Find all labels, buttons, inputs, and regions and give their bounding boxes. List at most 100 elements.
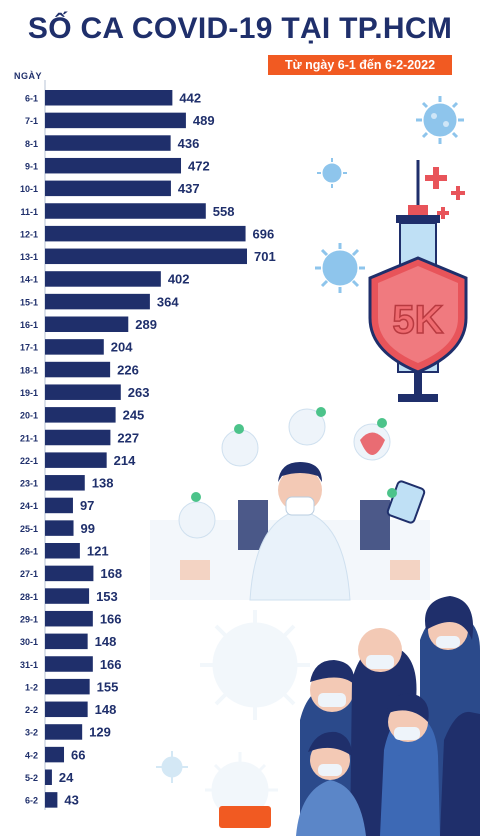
- value-label-31-1: 166: [100, 657, 122, 672]
- y-axis-label: NGÀY: [14, 71, 43, 81]
- value-label-17-1: 204: [111, 340, 133, 355]
- date-range-badge: Từ ngày 6-1 đến 6-2-2022: [268, 55, 452, 75]
- value-label-12-1: 696: [253, 226, 275, 241]
- tick-label-26-1: 26-1: [20, 547, 38, 557]
- bar-29-1: [45, 610, 93, 627]
- tick-label-6-1: 6-1: [25, 94, 38, 104]
- tick-label-24-1: 24-1: [20, 501, 38, 511]
- tick-label-4-2: 4-2: [25, 750, 38, 760]
- bar-31-1: [45, 656, 93, 672]
- bar-2-2: [45, 701, 88, 718]
- value-label-22-1: 214: [114, 453, 136, 468]
- tick-label-25-1: 25-1: [20, 524, 38, 534]
- value-label-6-2: 43: [64, 793, 78, 808]
- tick-label-20-1: 20-1: [20, 411, 38, 421]
- value-label-25-1: 99: [81, 521, 95, 536]
- tick-label-10-1: 10-1: [20, 184, 38, 194]
- value-label-5-2: 24: [59, 770, 74, 785]
- value-label-16-1: 289: [135, 317, 157, 332]
- value-label-7-1: 489: [193, 113, 215, 128]
- tick-label-19-1: 19-1: [20, 388, 38, 398]
- tick-label-15-1: 15-1: [20, 297, 38, 307]
- bar-17-1: [45, 339, 104, 355]
- virus-icon: [416, 96, 464, 144]
- tick-label-28-1: 28-1: [20, 592, 38, 602]
- bar-7-1: [45, 112, 186, 129]
- bar-28-1: [45, 588, 90, 604]
- value-label-3-2: 129: [89, 725, 111, 740]
- plus-icon: [425, 167, 465, 219]
- bar-16-1: [45, 316, 129, 332]
- tick-label-7-1: 7-1: [25, 116, 38, 126]
- value-label-23-1: 138: [92, 476, 114, 491]
- tick-label-23-1: 23-1: [20, 479, 38, 489]
- bar-5-2: [45, 769, 52, 785]
- page-title: SỐ CA COVID-19 TẠI TP.HCM: [27, 12, 453, 45]
- tick-label-16-1: 16-1: [20, 320, 38, 330]
- tick-label-13-1: 13-1: [20, 252, 38, 262]
- bar-21-1: [45, 429, 111, 446]
- tick-label-14-1: 14-1: [20, 275, 38, 285]
- value-label-21-1: 227: [117, 430, 139, 445]
- value-label-1-2: 155: [97, 679, 119, 694]
- bar-6-1: [45, 90, 173, 106]
- bar-25-1: [45, 520, 74, 536]
- tick-label-21-1: 21-1: [20, 433, 38, 443]
- tick-label-22-1: 22-1: [20, 456, 38, 466]
- bar-10-1: [45, 180, 171, 197]
- bar-12-1: [45, 225, 246, 242]
- doctor-icon: [150, 407, 430, 601]
- bar-19-1: [45, 384, 121, 400]
- tick-label-2-2: 2-2: [25, 705, 38, 715]
- virus-icon: [156, 751, 188, 783]
- bar-22-1: [45, 452, 107, 468]
- tick-label-1-2: 1-2: [25, 682, 38, 692]
- value-label-13-1: 701: [254, 249, 276, 264]
- shield-5k-icon: [368, 256, 468, 374]
- value-label-6-1: 442: [179, 91, 201, 106]
- virus-icon: [200, 610, 310, 720]
- bar-23-1: [45, 475, 85, 491]
- bar-9-1: [45, 157, 182, 174]
- bar-11-1: [45, 203, 206, 219]
- tick-label-17-1: 17-1: [20, 343, 38, 353]
- bar-14-1: [45, 271, 161, 287]
- bar-3-2: [45, 724, 83, 740]
- tick-label-18-1: 18-1: [20, 365, 38, 375]
- tick-label-29-1: 29-1: [20, 614, 38, 624]
- value-label-30-1: 148: [95, 634, 117, 649]
- tick-label-31-1: 31-1: [20, 660, 38, 670]
- bar-6-2: [45, 792, 58, 808]
- tuoi-tre-logo: [219, 806, 271, 828]
- bar-13-1: [45, 248, 247, 265]
- tick-label-8-1: 8-1: [25, 139, 38, 149]
- value-label-8-1: 436: [178, 136, 200, 151]
- value-label-28-1: 153: [96, 589, 118, 604]
- value-label-14-1: 402: [168, 272, 190, 287]
- bar-24-1: [45, 497, 73, 514]
- bar-18-1: [45, 361, 111, 378]
- tick-label-30-1: 30-1: [20, 637, 38, 647]
- value-label-26-1: 121: [87, 544, 109, 559]
- value-label-15-1: 364: [157, 294, 179, 309]
- value-label-27-1: 168: [100, 566, 122, 581]
- tick-label-3-2: 3-2: [25, 728, 38, 738]
- bar-15-1: [45, 293, 150, 310]
- value-label-9-1: 472: [188, 158, 210, 173]
- bar-20-1: [45, 407, 116, 423]
- tick-label-5-2: 5-2: [25, 773, 38, 783]
- value-label-19-1: 263: [128, 385, 150, 400]
- tick-label-9-1: 9-1: [25, 161, 38, 171]
- value-label-20-1: 245: [123, 408, 145, 423]
- value-label-4-2: 66: [71, 747, 85, 762]
- bar-8-1: [45, 135, 171, 151]
- people-with-masks-icon: [296, 596, 480, 836]
- value-label-11-1: 558: [213, 204, 235, 219]
- value-label-18-1: 226: [117, 362, 139, 377]
- virus-icon: [315, 243, 365, 293]
- tick-label-11-1: 11-1: [20, 207, 38, 217]
- tick-label-27-1: 27-1: [20, 569, 38, 579]
- value-label-29-1: 166: [100, 611, 122, 626]
